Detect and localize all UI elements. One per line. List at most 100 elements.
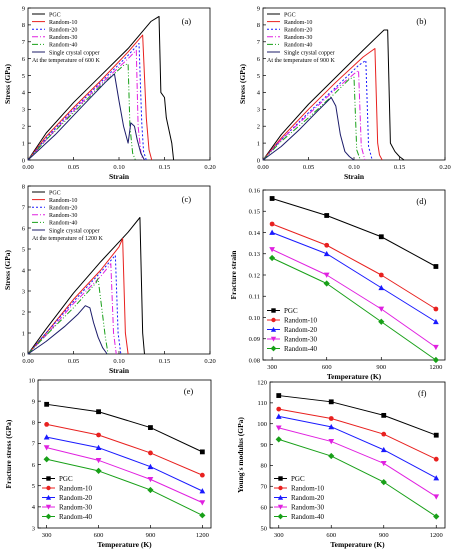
legend-entry: Random-30 (291, 503, 325, 511)
x-axis-label: Strain (109, 172, 130, 181)
data-point (199, 449, 205, 455)
series-line-pgc (27, 15, 175, 161)
data-point (44, 422, 50, 427)
data-point (323, 280, 330, 287)
legend-marker (45, 504, 52, 510)
data-point (324, 242, 330, 248)
legend-marker (46, 476, 51, 481)
legend-entry: Random-20 (284, 28, 312, 34)
y-tick-label: 6 (22, 225, 26, 232)
x-axis-label: Temperature (K) (330, 540, 385, 549)
data-point (433, 456, 439, 462)
data-point (275, 413, 282, 419)
x-tick-label: 600 (94, 532, 104, 539)
y-tick-label: 0.14 (249, 230, 261, 237)
y-tick-label: 0.16 (249, 187, 261, 194)
data-point (95, 444, 102, 451)
y-tick-label: 0.10 (249, 315, 260, 322)
y-tick-label: 6 (257, 56, 261, 63)
x-tick-label: 0.00 (257, 164, 268, 171)
legend-marker (270, 336, 277, 342)
legend-entry: Random-30 (49, 213, 77, 219)
series-line-pgc (27, 217, 145, 355)
data-point (43, 456, 50, 463)
data-point (433, 494, 440, 500)
x-tick-label: 0.00 (22, 358, 33, 365)
y-tick-label: 70 (261, 484, 268, 491)
y-tick-label: 2 (22, 309, 25, 316)
series-line-random-30 (27, 263, 117, 355)
y-axis-label: Fracture strain (229, 250, 238, 300)
series-line-pgc (271, 198, 437, 267)
y-tick-label: 7 (22, 39, 26, 46)
data-point (44, 401, 50, 407)
x-tick-label: 0.15 (394, 164, 405, 171)
data-point (148, 450, 153, 456)
data-point (328, 416, 334, 421)
y-tick-label: 4 (22, 90, 26, 97)
data-point (433, 475, 440, 481)
y-tick-label: 120 (257, 379, 267, 386)
legend-entry: Random-10 (49, 20, 77, 26)
data-point (269, 229, 275, 235)
y-tick-label: 50 (261, 525, 268, 532)
data-point (432, 356, 440, 364)
x-tick-label: 0.10 (348, 164, 359, 171)
legend-entry: Single crystal copper (284, 50, 335, 56)
y-tick-label: 8 (32, 420, 35, 427)
data-point (433, 318, 439, 325)
legend-entry: PGC (49, 12, 61, 18)
data-point (199, 512, 206, 519)
y-tick-label: 0.15 (249, 209, 260, 216)
data-point (433, 432, 439, 438)
x-tick-label: 0.20 (439, 164, 450, 171)
x-tick-label: 0.10 (113, 358, 124, 365)
legend-marker (45, 494, 52, 500)
y-tick-label: 1 (22, 330, 25, 337)
data-point (147, 486, 154, 494)
data-point (95, 467, 102, 475)
y-tick-label: 0.08 (249, 357, 260, 364)
x-tick-label: 0.20 (204, 358, 215, 365)
series-line-random-30 (278, 427, 437, 498)
chart-panel-3: 0.00 0.05 0.10 0.15 0.20 0 1 2 3 4 5 6 7 8 Strain Stres… (3, 183, 216, 375)
x-tick-label: 300 (42, 532, 52, 539)
plot-frame (37, 379, 212, 529)
data-point (323, 272, 330, 278)
series-line-random-20 (27, 42, 147, 161)
y-tick-label: 60 (261, 504, 268, 511)
series-line-random-30 (271, 249, 437, 348)
data-point (380, 446, 387, 453)
legend-entry: PGC (59, 475, 73, 483)
legend-marker (270, 345, 277, 352)
y-tick-label: 0.09 (249, 336, 260, 343)
legend-entry: Random-20 (284, 326, 318, 334)
series-line-random-20 (271, 232, 437, 323)
data-point (433, 513, 440, 520)
series-line-random-30 (27, 49, 144, 161)
legend-entry: Random-20 (49, 28, 77, 34)
series-line-pgc (278, 395, 437, 436)
y-tick-label: 7 (257, 39, 261, 46)
legend-entry: Random-20 (49, 206, 77, 212)
data-point (199, 472, 205, 478)
panel-label: (b) (416, 16, 426, 26)
y-tick-label: 9 (32, 398, 35, 405)
data-point (433, 306, 439, 312)
y-tick-label: 2 (22, 124, 25, 131)
y-axis-label: Stress (GPa) (3, 249, 12, 290)
data-point (275, 436, 282, 443)
data-point (199, 488, 206, 494)
series-line-random-40 (46, 458, 203, 516)
temperature-annotation: At the temperature of 1200 K (32, 235, 103, 242)
y-tick-label: 0.11 (249, 294, 260, 301)
y-tick-label: 0 (22, 157, 25, 164)
x-tick-label: 900 (376, 364, 386, 371)
data-point (323, 250, 330, 257)
x-tick-label: 0.15 (159, 164, 170, 171)
temperature-annotation: At the temperature of 600 K (32, 57, 100, 64)
x-tick-label: 300 (274, 532, 284, 539)
legend-entry: Random-30 (49, 35, 77, 41)
